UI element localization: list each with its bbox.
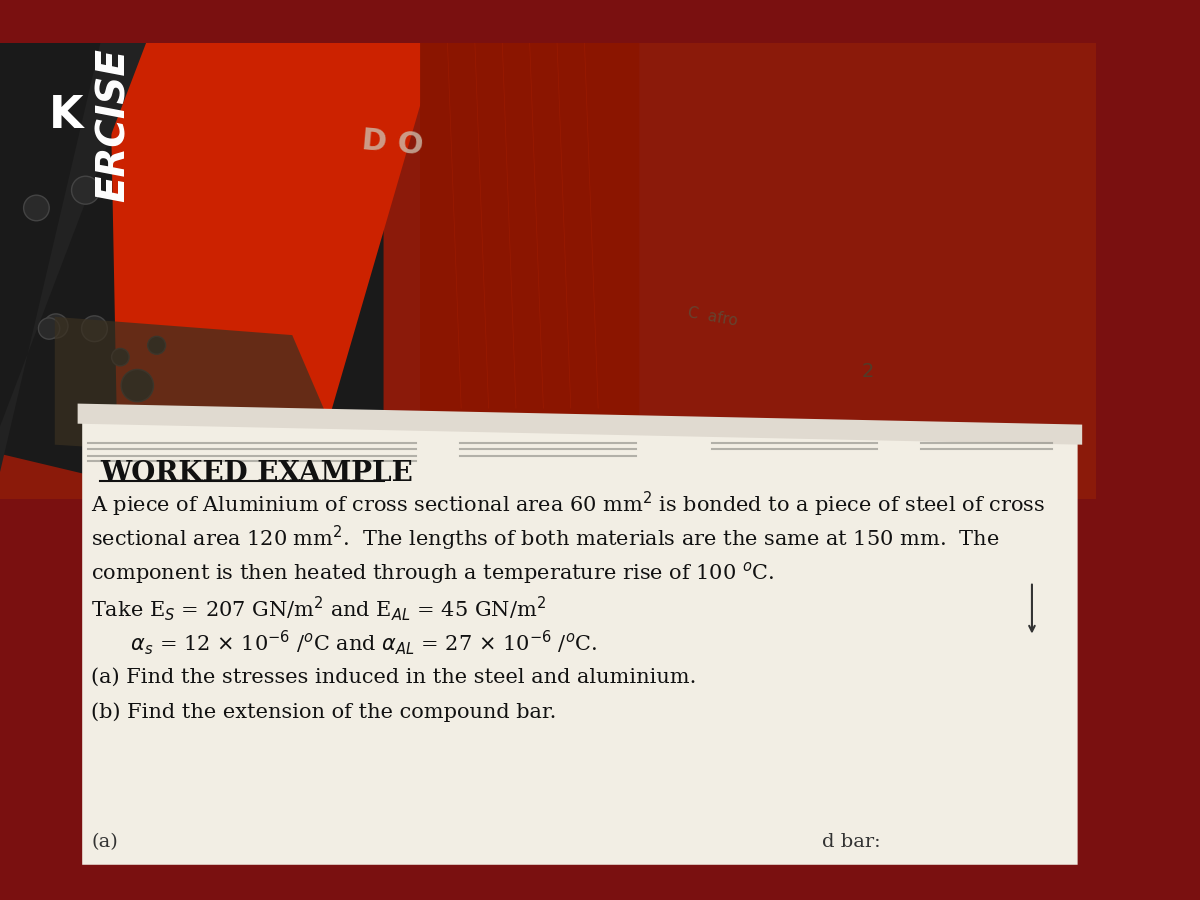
Text: WORKED EXAMPLE: WORKED EXAMPLE (101, 461, 413, 488)
Text: $\alpha_s$ = 12 $\times$ 10$^{-6}$ /$^o$C and $\alpha_{AL}$ = 27 $\times$ 10$^{-: $\alpha_s$ = 12 $\times$ 10$^{-6}$ /$^o$… (91, 628, 598, 657)
Polygon shape (420, 43, 640, 517)
Text: (b) Find the extension of the compound bar.: (b) Find the extension of the compound b… (91, 702, 557, 722)
Circle shape (38, 318, 60, 339)
Circle shape (112, 348, 130, 366)
Text: (a) Find the stresses induced in the steel and aluminium.: (a) Find the stresses induced in the ste… (91, 668, 697, 687)
Polygon shape (0, 43, 146, 472)
Text: Take E$_S$ = 207 GN/m$^2$ and E$_{AL}$ = 45 GN/m$^2$: Take E$_S$ = 207 GN/m$^2$ and E$_{AL}$ =… (91, 594, 546, 623)
Polygon shape (78, 403, 1082, 445)
Text: (a): (a) (91, 832, 118, 850)
Circle shape (24, 195, 49, 220)
Polygon shape (109, 43, 438, 545)
Circle shape (121, 369, 154, 401)
Text: A piece of Aluminium of cross sectional area 60 mm$^2$ is bonded to a piece of s: A piece of Aluminium of cross sectional … (91, 490, 1045, 518)
Text: 2: 2 (862, 362, 874, 381)
Text: ERCISE: ERCISE (95, 48, 133, 202)
Text: K: K (48, 94, 83, 138)
Text: D O: D O (361, 126, 425, 160)
Circle shape (82, 316, 107, 342)
Polygon shape (0, 43, 384, 545)
Text: component is then heated through a temperature rise of 100 $^o$C.: component is then heated through a tempe… (91, 561, 775, 587)
Circle shape (72, 176, 100, 204)
Polygon shape (55, 317, 347, 463)
Polygon shape (0, 43, 1096, 500)
Text: d bar:: d bar: (822, 832, 881, 850)
Polygon shape (82, 409, 1078, 865)
Circle shape (43, 314, 68, 338)
Text: sectional area 120 mm$^2$.  The lengths of both materials are the same at 150 mm: sectional area 120 mm$^2$. The lengths o… (91, 524, 1000, 554)
Text: C  afro: C afro (686, 305, 738, 328)
Circle shape (148, 337, 166, 355)
